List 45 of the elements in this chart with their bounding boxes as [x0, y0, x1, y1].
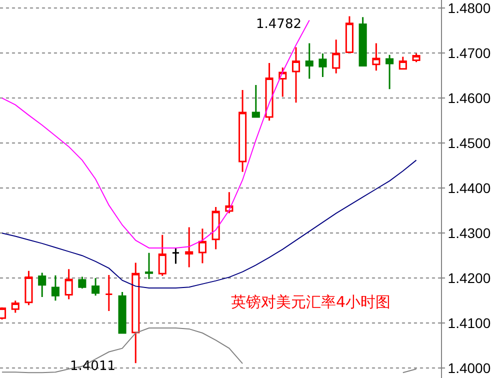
candlestick — [92, 277, 100, 296]
candlestick — [332, 38, 340, 74]
candlestick — [265, 62, 274, 122]
y-tick-label: 1.4300 — [448, 225, 491, 241]
candlestick — [386, 54, 394, 90]
candlestick — [172, 247, 180, 264]
candlestick — [144, 252, 154, 280]
candlestick — [372, 42, 380, 72]
y-tick-label: 1.4800 — [448, 0, 491, 16]
candlestick — [78, 276, 86, 290]
candlestick — [292, 46, 300, 104]
candlestick — [118, 291, 126, 334]
candlestick — [305, 42, 314, 80]
candlestick — [212, 206, 220, 250]
candlestick — [64, 268, 73, 300]
candlestick — [185, 226, 194, 268]
candlestick — [104, 274, 113, 312]
annotation: 1.4782 — [256, 17, 302, 32]
candlestick — [398, 56, 407, 70]
y-tick-label: 1.4200 — [448, 270, 491, 286]
candlestick — [358, 16, 367, 66]
candlestick — [132, 262, 140, 364]
candlestick — [225, 191, 234, 214]
candlestick — [24, 270, 33, 306]
y-tick-label: 1.4000 — [448, 360, 491, 376]
candlestick — [38, 272, 46, 298]
annotation: 英镑对美元汇率4小时图 — [231, 293, 391, 311]
candlestick — [345, 15, 354, 53]
candlestick — [51, 274, 60, 302]
y-tick-label: 1.4600 — [448, 90, 491, 106]
candlestick — [11, 300, 20, 314]
y-tick-label: 1.4500 — [448, 135, 491, 151]
y-tick-label: 1.4400 — [448, 180, 491, 196]
candlestick — [158, 234, 166, 277]
y-tick-label: 1.4100 — [448, 315, 491, 331]
candlestick — [238, 89, 247, 173]
line-series — [2, 160, 417, 288]
y-tick-label: 1.4700 — [448, 45, 491, 61]
candlestick — [318, 52, 327, 78]
candlestick — [278, 66, 287, 98]
annotation: 1.4011 — [70, 359, 116, 374]
line-series — [2, 20, 310, 248]
candlestick — [412, 52, 420, 63]
candlestick — [198, 228, 206, 264]
candlestick — [252, 84, 260, 118]
